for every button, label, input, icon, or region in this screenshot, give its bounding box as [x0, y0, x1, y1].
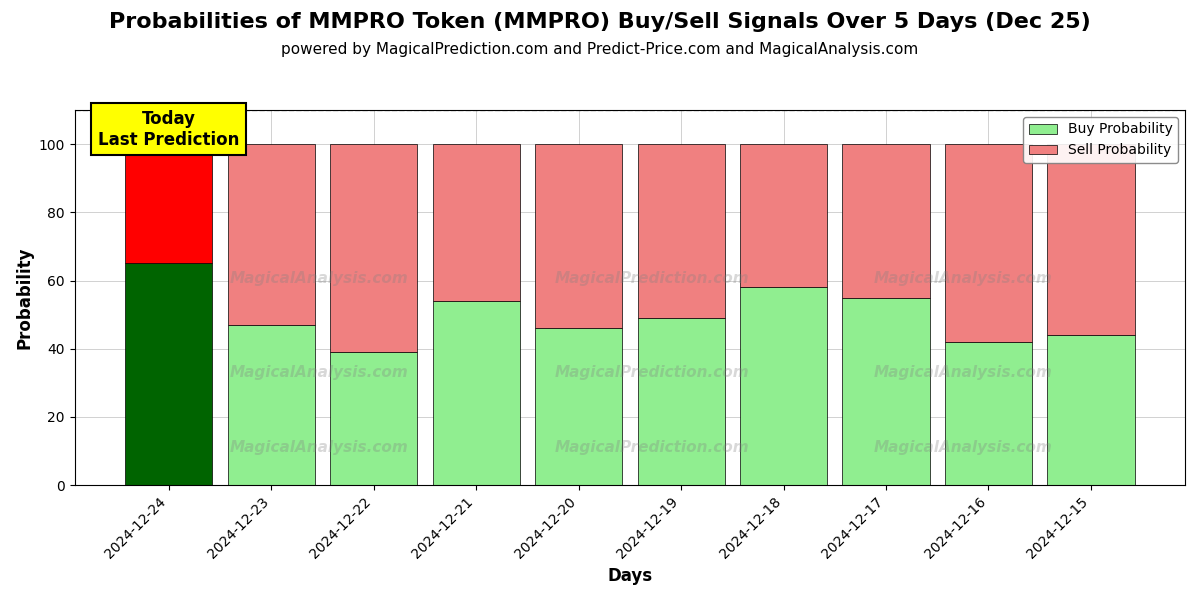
Text: MagicalAnalysis.com: MagicalAnalysis.com [229, 440, 408, 455]
Bar [740, 144, 827, 287]
Bar [1048, 335, 1134, 485]
Bar [535, 328, 622, 485]
Legend: Buy Probability, Sell Probability: Buy Probability, Sell Probability [1024, 117, 1178, 163]
X-axis label: Days: Days [607, 567, 653, 585]
Text: MagicalPrediction.com: MagicalPrediction.com [554, 440, 749, 455]
Text: MagicalPrediction.com: MagicalPrediction.com [554, 365, 749, 380]
Bar [740, 287, 827, 485]
Text: MagicalAnalysis.com: MagicalAnalysis.com [229, 271, 408, 286]
Bar [944, 342, 1032, 485]
Bar [125, 263, 212, 485]
Text: MagicalAnalysis.com: MagicalAnalysis.com [874, 440, 1052, 455]
Bar [535, 144, 622, 328]
Y-axis label: Probability: Probability [16, 247, 34, 349]
Bar [637, 144, 725, 318]
Bar [228, 325, 314, 485]
Text: MagicalAnalysis.com: MagicalAnalysis.com [229, 365, 408, 380]
Text: MagicalAnalysis.com: MagicalAnalysis.com [874, 365, 1052, 380]
Bar [432, 144, 520, 301]
Bar [842, 298, 930, 485]
Bar [944, 144, 1032, 342]
Bar [330, 352, 418, 485]
Bar [432, 301, 520, 485]
Text: powered by MagicalPrediction.com and Predict-Price.com and MagicalAnalysis.com: powered by MagicalPrediction.com and Pre… [281, 42, 919, 57]
Text: MagicalPrediction.com: MagicalPrediction.com [554, 271, 749, 286]
Text: Probabilities of MMPRO Token (MMPRO) Buy/Sell Signals Over 5 Days (Dec 25): Probabilities of MMPRO Token (MMPRO) Buy… [109, 12, 1091, 32]
Bar [330, 144, 418, 352]
Bar [125, 144, 212, 263]
Bar [637, 318, 725, 485]
Text: MagicalAnalysis.com: MagicalAnalysis.com [874, 271, 1052, 286]
Bar [842, 144, 930, 298]
Bar [228, 144, 314, 325]
Text: Today
Last Prediction: Today Last Prediction [98, 110, 239, 149]
Bar [1048, 144, 1134, 335]
